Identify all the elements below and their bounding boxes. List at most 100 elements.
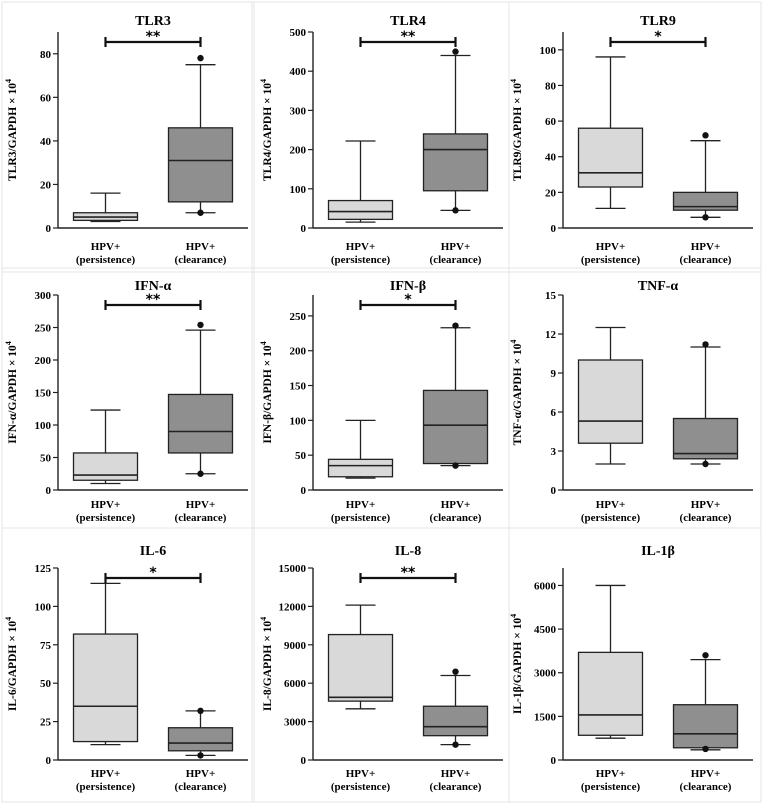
x-tick-sublabel: (clearance) — [430, 254, 482, 266]
y-tick-label: 6000 — [534, 580, 557, 592]
x-tick-label: HPV+ — [441, 499, 471, 511]
box-iqr — [672, 417, 739, 460]
y-axis-label: IL-8/GAPDH × 104 — [259, 617, 274, 711]
box-clearance — [672, 341, 739, 468]
box-iqr — [577, 651, 644, 736]
x-tick-sublabel: (clearance) — [175, 781, 227, 793]
x-tick-sublabel: (clearance) — [680, 254, 732, 266]
x-tick-sublabel: (persistence) — [581, 254, 641, 266]
chart-title: IL-1β — [641, 544, 675, 559]
box-persistence — [577, 56, 644, 210]
y-tick-label: 50 — [40, 678, 52, 690]
y-tick-label: 9 — [551, 368, 557, 380]
panel-frame — [1, 1, 255, 273]
box-iqr — [327, 199, 394, 221]
box-iqr — [327, 633, 394, 702]
box-clearance — [672, 652, 739, 753]
x-tick-label: HPV+ — [91, 768, 121, 780]
box-iqr — [422, 133, 489, 192]
chart-panel-5: IFN-β 0 50 100 150 200 250 IFN-β/GAPDH × 104 HPV… — [251, 267, 510, 529]
panel-frame — [508, 1, 762, 273]
y-tick-label: 0 — [551, 755, 557, 767]
x-tick-label: HPV+ — [186, 241, 216, 253]
box-clearance — [167, 707, 234, 759]
y-tick-label: 0 — [551, 223, 557, 235]
y-axis-label-exponent: 4 — [4, 617, 13, 621]
chart-panel-9: IL-1β 0 1500 3000 4500 6000 IL-1β/GAPDH × 104 H… — [508, 527, 762, 803]
y-tick-label: 100 — [540, 45, 557, 57]
box-iqr — [72, 633, 139, 743]
x-tick-sublabel: (clearance) — [680, 512, 732, 524]
box-iqr — [167, 127, 234, 203]
y-tick-label: 150 — [35, 388, 52, 400]
y-tick-label: 75 — [40, 640, 52, 652]
outlier-point — [452, 462, 459, 469]
box-iqr — [167, 393, 234, 454]
chart-title: TLR9 — [640, 14, 676, 29]
y-axis-label-exponent: 4 — [259, 341, 268, 345]
outlier-point — [197, 707, 204, 715]
x-tick-sublabel: (persistence) — [331, 781, 391, 793]
x-tick-label: HPV+ — [691, 241, 721, 253]
box-persistence — [72, 192, 139, 223]
y-axis-label: TLR3/GAPDH × 104 — [4, 79, 19, 181]
outlier-point — [702, 132, 709, 139]
x-tick-label: HPV+ — [346, 768, 376, 780]
x-tick-sublabel: (persistence) — [331, 512, 391, 524]
box-persistence — [577, 326, 644, 465]
chart-panel-8: IL-8 0 3000 6000 9000 12000 15000 IL-8/GAPDH × … — [251, 527, 510, 803]
y-tick-label: 40 — [545, 152, 557, 164]
x-tick-sublabel: (persistence) — [581, 512, 641, 524]
box-iqr — [577, 359, 644, 444]
y-tick-label: 60 — [545, 116, 557, 128]
y-axis-label-exponent: 4 — [509, 79, 518, 83]
chart-title: IL-8 — [395, 544, 421, 559]
y-axis-label: IFN-α/GAPDH × 104 — [4, 341, 19, 444]
y-tick-label: 60 — [40, 92, 52, 104]
y-axis-label: IFN-β/GAPDH × 104 — [259, 341, 274, 443]
y-tick-label: 80 — [40, 49, 52, 61]
panel-frame — [1, 527, 255, 803]
y-tick-label: 200 — [290, 145, 307, 157]
outlier-point — [702, 214, 709, 221]
box-iqr — [422, 705, 489, 737]
significance-marker: ** — [146, 29, 161, 45]
y-tick-label: 15 — [545, 290, 557, 302]
outlier-point — [452, 207, 459, 214]
outlier-point — [197, 321, 204, 329]
y-tick-label: 400 — [290, 66, 307, 78]
x-tick-label: HPV+ — [441, 241, 471, 253]
x-tick-sublabel: (persistence) — [76, 781, 136, 793]
x-tick-label: HPV+ — [691, 768, 721, 780]
box-iqr — [672, 191, 739, 211]
y-tick-label: 3000 — [284, 717, 307, 729]
x-tick-label: HPV+ — [596, 241, 626, 253]
y-tick-label: 250 — [290, 311, 307, 323]
x-tick-sublabel: (clearance) — [175, 254, 227, 266]
y-tick-label: 80 — [545, 80, 557, 92]
y-tick-label: 500 — [290, 27, 307, 39]
x-tick-label: HPV+ — [691, 499, 721, 511]
y-tick-label: 0 — [46, 755, 52, 767]
y-tick-label: 0 — [46, 485, 52, 497]
x-tick-label: HPV+ — [91, 499, 121, 511]
outlier-point — [702, 745, 709, 753]
y-axis-label: TNF-α/GAPDH × 104 — [509, 340, 524, 446]
y-tick-label: 12 — [545, 329, 557, 341]
box-persistence — [577, 584, 644, 739]
box-iqr — [167, 727, 234, 752]
box-iqr — [327, 458, 394, 478]
significance-marker: ** — [401, 565, 416, 581]
significance-bracket: ** — [359, 565, 457, 583]
box-persistence — [327, 604, 394, 710]
y-axis-label-exponent: 4 — [259, 79, 268, 83]
significance-bracket: ** — [359, 29, 457, 47]
y-axis-label-exponent: 4 — [4, 79, 13, 83]
outlier-point — [702, 460, 709, 468]
x-tick-label: HPV+ — [441, 768, 471, 780]
y-axis-label-exponent: 4 — [509, 614, 518, 618]
y-tick-label: 20 — [40, 179, 52, 191]
